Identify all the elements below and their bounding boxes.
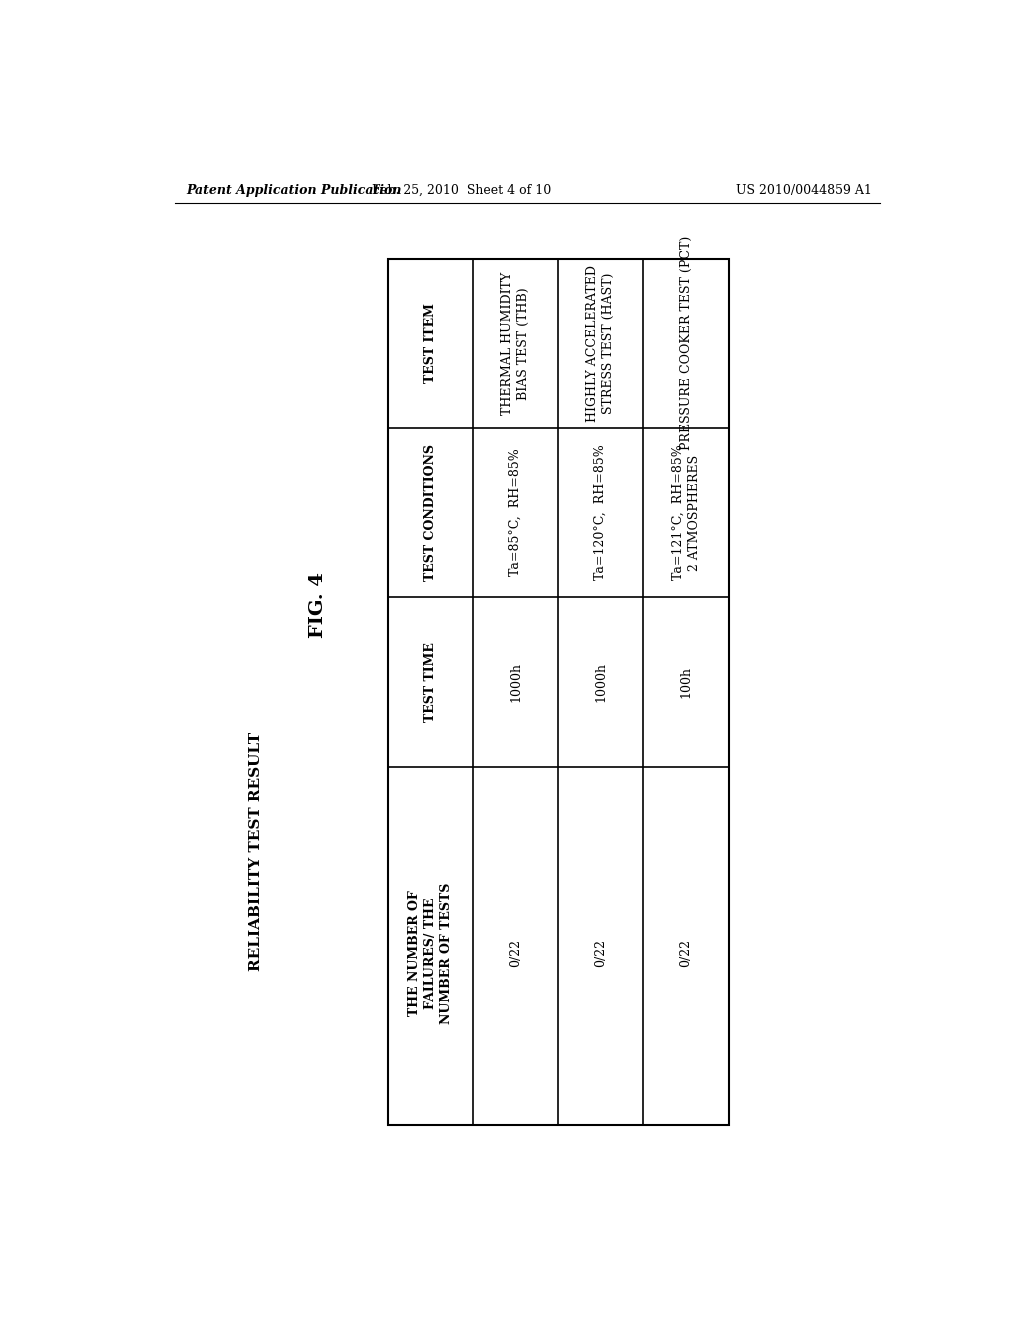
Text: US 2010/0044859 A1: US 2010/0044859 A1 xyxy=(736,185,872,197)
Text: THERMAL HUMIDITY
BIAS TEST (THB): THERMAL HUMIDITY BIAS TEST (THB) xyxy=(501,272,530,414)
Text: 100h: 100h xyxy=(680,667,692,698)
Text: HIGHLY ACCELERATED
STRESS TEST (HAST): HIGHLY ACCELERATED STRESS TEST (HAST) xyxy=(587,265,615,421)
Text: Ta=120°C,  RH=85%: Ta=120°C, RH=85% xyxy=(594,445,607,581)
Text: TEST CONDITIONS: TEST CONDITIONS xyxy=(424,444,437,581)
Text: FIG. 4: FIG. 4 xyxy=(309,572,327,638)
Text: Patent Application Publication: Patent Application Publication xyxy=(186,185,401,197)
Text: PRESSURE COOKER TEST (PCT): PRESSURE COOKER TEST (PCT) xyxy=(680,236,692,450)
Text: TEST TIME: TEST TIME xyxy=(424,642,437,722)
Text: Ta=85°C,  RH=85%: Ta=85°C, RH=85% xyxy=(509,449,522,577)
Text: Ta=121°C,  RH=85%
2 ATMOSPHERES: Ta=121°C, RH=85% 2 ATMOSPHERES xyxy=(672,445,700,581)
Bar xyxy=(388,259,729,1125)
Text: 0/22: 0/22 xyxy=(680,940,692,968)
Text: 1000h: 1000h xyxy=(509,663,522,702)
Text: 0/22: 0/22 xyxy=(509,940,522,968)
Text: 0/22: 0/22 xyxy=(594,940,607,968)
Text: RELIABILITY TEST RESULT: RELIABILITY TEST RESULT xyxy=(249,731,263,972)
Text: TEST ITEM: TEST ITEM xyxy=(424,304,437,383)
Text: THE NUMBER OF
FAILURES/ THE
NUMBER OF TESTS: THE NUMBER OF FAILURES/ THE NUMBER OF TE… xyxy=(408,883,453,1024)
Text: Feb. 25, 2010  Sheet 4 of 10: Feb. 25, 2010 Sheet 4 of 10 xyxy=(372,185,551,197)
Text: 1000h: 1000h xyxy=(594,663,607,702)
